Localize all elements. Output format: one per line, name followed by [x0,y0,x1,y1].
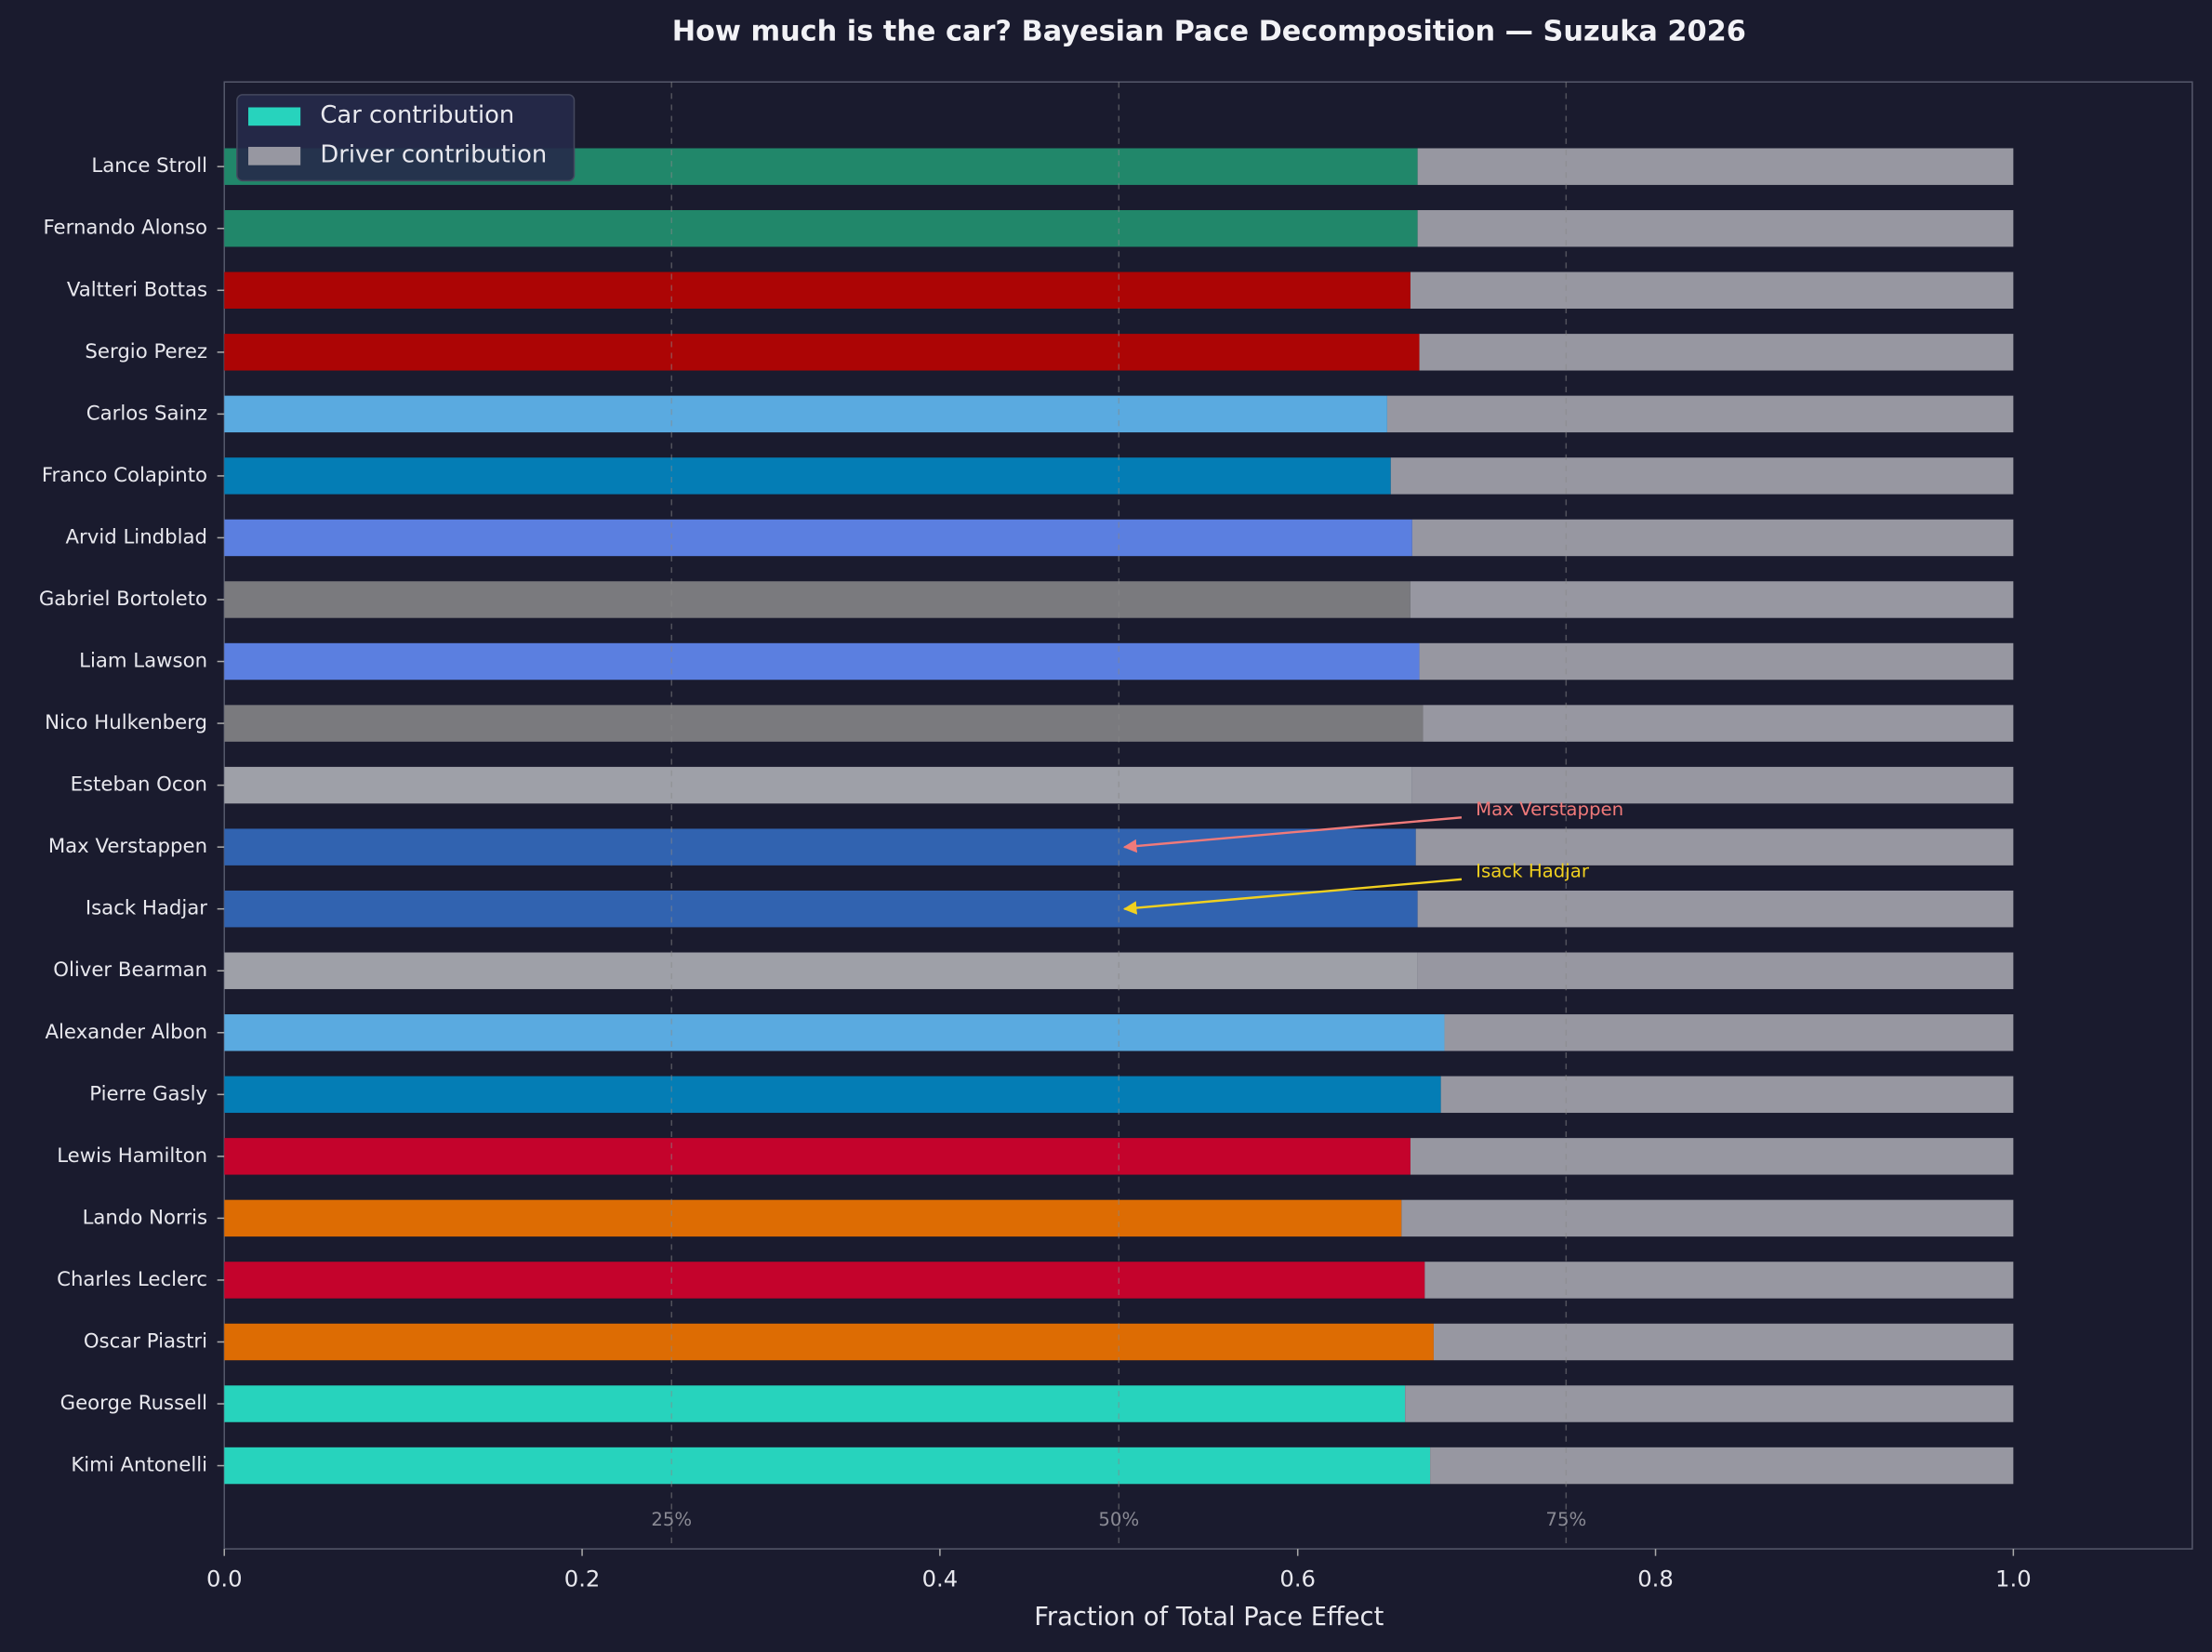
annotation-arrow [1122,816,1463,853]
x-tick-label: 0.6 [1279,1565,1316,1592]
bar-segment [1417,952,2014,989]
y-tick-label: Gabriel Bortoleto [39,588,207,611]
annotation-text: Isack Hadjar [1476,861,1590,882]
reference-label: 50% [1098,1509,1139,1530]
bar-segment [1415,828,2014,866]
bar-segment [224,457,1391,495]
bar-segment [224,1076,1441,1114]
bar-segment [1419,334,2014,371]
bar-segment [224,519,1412,557]
y-tick-label: Sergio Perez [85,340,207,363]
legend-label: Driver contribution [320,141,547,169]
bar-segment [1386,395,2014,433]
annotation-text: Max Verstappen [1476,799,1623,820]
bar-segment [224,1262,1425,1299]
y-tick-label: Max Verstappen [48,835,207,858]
bar-segment [224,705,1424,742]
bar-segment [1410,1138,2014,1175]
annotation-arrow [1122,878,1463,915]
bar-segment [1390,457,2014,495]
y-tick-label: Valtteri Bottas [67,278,207,301]
y-tick-label: Franco Colapinto [42,464,207,487]
y-tick-label: Alexander Albon [46,1021,208,1044]
bar-segment [1440,1076,2014,1114]
legend-swatch [248,146,301,165]
y-tick-label: Oscar Piastri [84,1329,207,1353]
x-tick-label: 0.0 [206,1565,243,1592]
x-tick-label: 1.0 [1995,1565,2032,1592]
y-tick-label: George Russell [60,1392,207,1415]
bar-segment [1411,766,2014,804]
legend-label: Car contribution [320,101,514,129]
bar-segment [224,1385,1406,1422]
bar-segment [1419,642,2014,681]
bar-segment [1424,1262,2014,1299]
bar-segment [1411,519,2014,557]
y-tick-label: Arvid Lindblad [66,525,208,548]
bar-segment [1417,890,2014,928]
y-tick-label: Liam Lawson [79,650,207,673]
x-tick-label: 0.4 [922,1565,959,1592]
bar-segment [1430,1447,2014,1485]
legend-box [236,94,576,182]
y-tick-label: Charles Leclerc [57,1268,207,1291]
y-tick-label: Lance Stroll [91,154,207,178]
bar-segment [224,1447,1431,1485]
y-tick-label: Isack Hadjar [86,897,207,920]
chart-title: How much is the car? Bayesian Pace Decom… [672,16,1746,48]
x-axis-label: Fraction of Total Pace Effect [1034,1603,1384,1632]
x-tick-label: 0.2 [564,1565,601,1592]
reference-label: 25% [651,1509,692,1530]
x-tick-label: 0.8 [1637,1565,1674,1592]
bar-segment [224,766,1412,804]
y-tick-label: Oliver Bearman [53,958,207,982]
bar-segment [224,1014,1445,1051]
bar-segment [1405,1385,2014,1422]
bar-segment [1410,581,2014,618]
bar-segment [224,210,1418,247]
bar-segment [1433,1323,2014,1361]
y-tick-label: Lando Norris [83,1206,207,1229]
bar-segment [224,952,1418,989]
bar-segment [224,1199,1402,1237]
bar-segment [224,581,1411,618]
bar-segment [224,828,1416,866]
bar-segment [224,1323,1434,1361]
bar-segment [1423,705,2014,742]
bar-segment [1410,271,2014,310]
y-tick-label: Esteban Ocon [71,773,207,797]
bar-segment [1417,210,2014,247]
y-tick-label: Fernando Alonso [43,217,207,240]
bar-segment [1401,1199,2014,1237]
y-tick-label: Pierre Gasly [89,1082,207,1105]
bar-segment [224,642,1420,681]
plot-frame [223,81,2193,1550]
bar-segment [224,334,1420,371]
bar-segment [224,890,1418,928]
bar-segment [224,1138,1411,1175]
reference-label: 75% [1545,1509,1586,1530]
bar-segment [1444,1014,2014,1051]
legend-swatch [248,107,301,126]
bar-segment [1417,148,2014,185]
bar-segment [224,271,1411,310]
y-tick-label: Lewis Hamilton [57,1144,207,1168]
bar-segment [224,395,1387,433]
y-tick-label: Kimi Antonelli [71,1454,207,1477]
y-tick-label: Nico Hulkenberg [45,711,207,734]
y-tick-label: Carlos Sainz [86,402,207,425]
